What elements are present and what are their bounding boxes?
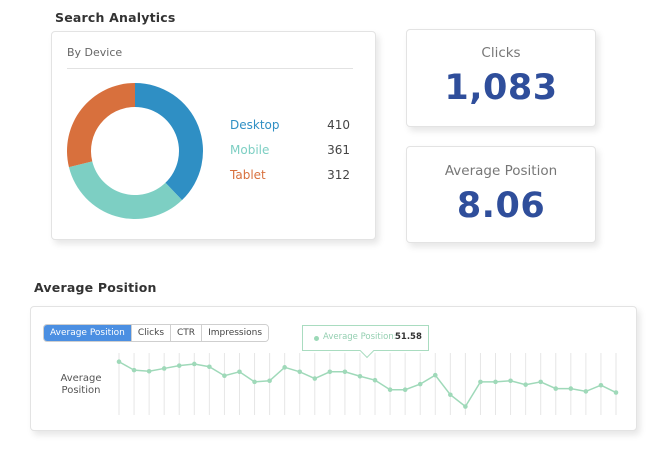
clicks-card: Clicks 1,083	[406, 29, 596, 127]
data-point[interactable]	[463, 404, 468, 409]
search-analytics-title: Search Analytics	[55, 10, 176, 25]
data-point[interactable]	[387, 387, 393, 393]
data-point[interactable]	[237, 369, 242, 375]
y-axis-label: Average Position	[51, 373, 111, 397]
tab-ctr[interactable]: CTR	[171, 325, 203, 341]
average-position-label: Average Position	[444, 163, 558, 179]
legend-item-desktop: Desktop 410	[230, 118, 350, 143]
data-point[interactable]	[598, 382, 604, 388]
donut-slice-tablet[interactable]	[67, 83, 135, 168]
legend-value-mobile: 361	[327, 143, 350, 157]
data-point[interactable]	[553, 386, 559, 391]
tooltip-label: Average Position:	[323, 332, 397, 342]
tooltip-value: 51.58	[395, 332, 422, 342]
data-point[interactable]	[282, 365, 287, 370]
chart-tooltip: Average Position: 51.58	[302, 325, 429, 359]
data-point[interactable]	[176, 363, 182, 368]
data-point[interactable]	[312, 376, 318, 381]
data-point[interactable]	[448, 392, 453, 398]
data-point[interactable]	[523, 382, 528, 387]
tab-average-position[interactable]: Average Position	[44, 325, 132, 341]
data-point[interactable]	[538, 379, 543, 385]
y-axis-label-line1: Average	[60, 373, 102, 384]
average-position-series-line	[118, 361, 617, 408]
data-point[interactable]	[252, 379, 257, 385]
data-point[interactable]	[493, 379, 498, 385]
y-axis-label-line2: Position	[61, 385, 101, 396]
data-point[interactable]	[116, 359, 122, 365]
data-point[interactable]	[478, 379, 483, 385]
device-donut-chart	[67, 83, 204, 219]
data-point[interactable]	[508, 378, 513, 384]
device-legend: Desktop 410 Mobile 361 Tablet 312	[230, 118, 350, 193]
data-point[interactable]	[432, 372, 438, 378]
average-position-value: 8.06	[456, 186, 546, 226]
tab-impressions[interactable]: Impressions	[202, 325, 269, 341]
data-point[interactable]	[417, 381, 423, 387]
legend-label-tablet: Tablet	[230, 168, 266, 182]
data-point[interactable]	[327, 369, 333, 375]
average-position-section-title: Average Position	[34, 280, 157, 295]
legend-item-mobile: Mobile 361	[230, 143, 350, 168]
data-point[interactable]	[146, 368, 152, 374]
data-point[interactable]	[297, 369, 303, 375]
data-point[interactable]	[267, 378, 272, 384]
data-point[interactable]	[222, 373, 227, 379]
tab-clicks[interactable]: Clicks	[131, 325, 172, 341]
donut-slice-desktop[interactable]	[135, 83, 204, 201]
data-point[interactable]	[583, 389, 589, 394]
clicks-label: Clicks	[481, 45, 521, 61]
average-position-card: Average Position 8.06	[406, 146, 596, 243]
data-point[interactable]	[568, 386, 574, 391]
by-device-card: By Device Desktop 410 Mobile 361 Tablet …	[51, 31, 376, 240]
data-point[interactable]	[357, 373, 363, 379]
metric-tabs: Average Position Clicks CTR Impressions	[43, 324, 270, 342]
data-point[interactable]	[402, 387, 408, 393]
data-point[interactable]	[342, 369, 348, 375]
tooltip-dot-icon	[314, 336, 319, 341]
by-device-title: By Device	[67, 46, 123, 59]
divider	[67, 68, 353, 69]
legend-label-mobile: Mobile	[230, 143, 270, 157]
average-position-line-chart	[116, 353, 619, 415]
data-point[interactable]	[613, 390, 619, 395]
average-position-chart-card: Average Position Clicks CTR Impressions …	[30, 306, 637, 431]
clicks-value: 1,083	[444, 68, 558, 108]
data-point[interactable]	[161, 366, 167, 371]
data-point[interactable]	[207, 364, 212, 370]
legend-value-desktop: 410	[327, 118, 350, 132]
donut-slice-mobile[interactable]	[68, 161, 182, 219]
legend-item-tablet: Tablet 312	[230, 168, 350, 193]
legend-value-tablet: 312	[327, 168, 350, 182]
legend-label-desktop: Desktop	[230, 118, 280, 132]
data-point[interactable]	[192, 361, 197, 367]
data-point[interactable]	[131, 367, 137, 373]
data-point[interactable]	[372, 377, 378, 383]
